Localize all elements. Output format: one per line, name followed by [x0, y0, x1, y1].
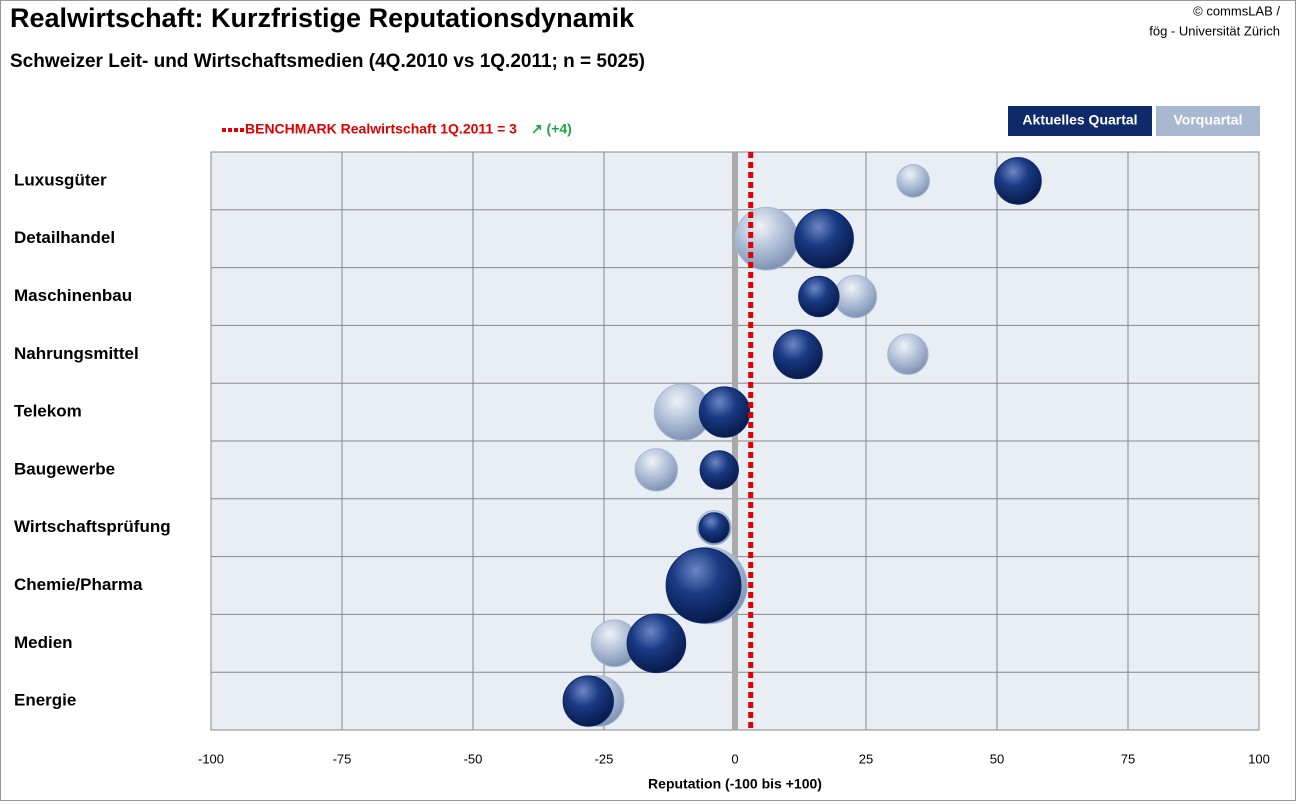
y-tick-label: Medien	[14, 633, 73, 652]
y-tick-label: Chemie/Pharma	[14, 575, 143, 594]
legend-label: Aktuelles Quartal	[1022, 112, 1137, 128]
y-tick-label: Energie	[14, 691, 76, 710]
x-tick-label: -75	[333, 751, 352, 766]
y-tick-label: Luxusgüter	[14, 170, 107, 189]
x-tick-label: -25	[595, 751, 614, 766]
benchmark-change: ↗ (+4)	[531, 121, 572, 137]
legend-swatch	[1008, 106, 1152, 136]
bubble	[698, 386, 751, 438]
bubble	[798, 275, 840, 318]
bubble	[773, 329, 823, 380]
y-tick-label: Detailhandel	[14, 228, 115, 247]
chart-title: Realwirtschaft: Kurzfristige Reputations…	[10, 3, 635, 33]
x-tick-label: 50	[990, 751, 1004, 766]
bubble	[698, 512, 730, 544]
bubble	[699, 450, 739, 490]
bubble	[562, 675, 614, 727]
bubble	[887, 333, 929, 376]
x-tick-label: 25	[859, 751, 873, 766]
bubble	[734, 206, 799, 271]
bubble	[794, 208, 854, 269]
x-tick-label: -100	[198, 751, 224, 766]
x-tick-label: 0	[731, 751, 738, 766]
bubble	[665, 547, 742, 624]
bubble	[626, 613, 687, 674]
legend-swatch	[1156, 106, 1260, 136]
x-axis-label: Reputation (-100 bis +100)	[648, 776, 822, 792]
y-tick-label: Telekom	[14, 402, 82, 421]
bubble	[994, 157, 1042, 205]
source: fög - Universität Zürich	[1149, 23, 1280, 38]
x-tick-label: -50	[464, 751, 483, 766]
y-tick-label: Baugewerbe	[14, 459, 115, 478]
source: © commsLAB /	[1193, 3, 1280, 18]
x-tick-label: 75	[1121, 751, 1135, 766]
y-tick-label: Maschinenbau	[14, 286, 132, 305]
benchmark-label: BENCHMARK Realwirtschaft 1Q.2011 = 3	[245, 121, 517, 137]
x-tick-label: 100	[1248, 751, 1270, 766]
y-tick-label: Nahrungsmittel	[14, 344, 139, 363]
legend-label: Vorquartal	[1174, 112, 1243, 128]
bubble	[634, 448, 679, 492]
y-tick-label: Wirtschaftsprüfung	[14, 517, 171, 536]
bubble	[833, 274, 878, 319]
bubble	[896, 164, 930, 198]
chart-subtitle: Schweizer Leit- und Wirtschaftsmedien (4…	[10, 51, 645, 72]
